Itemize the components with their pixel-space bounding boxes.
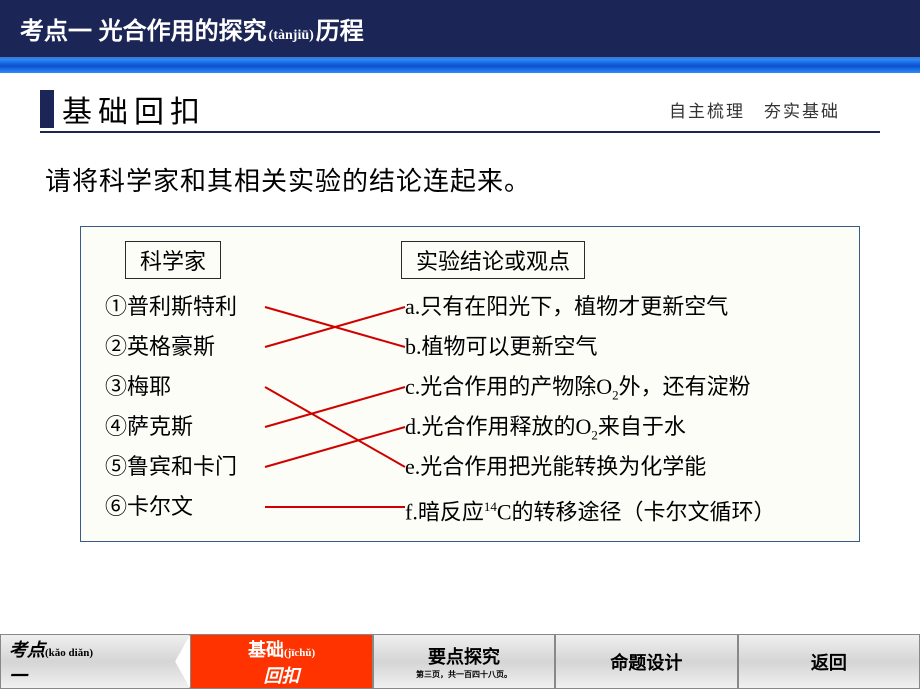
left-col-header: 科学家 <box>125 241 221 279</box>
conclusion-cell: f.暗反应14C的转移途径（卡尔文循环） <box>405 487 776 527</box>
section-bar: 基础回扣 自主梳理 夯实基础 <box>40 87 880 131</box>
match-row: ①普利斯特利a.只有在阳光下，植物才更新空气 <box>105 287 835 327</box>
conclusion-cell: c.光合作用的产物除O2外，还有淀粉 <box>405 367 751 407</box>
header-title: 考点一 光合作用的探究(tànjiū)历程 <box>20 11 364 46</box>
nav-tab-1[interactable]: 基础(jīchǔ)回扣 <box>190 634 372 689</box>
match-row: ⑤鲁宾和卡门e.光合作用把光能转换为化学能 <box>105 447 835 487</box>
scientist-cell: ⑤鲁宾和卡门 <box>105 447 405 487</box>
slide-header: 考点一 光合作用的探究(tànjiū)历程 <box>0 0 920 59</box>
conclusion-cell: e.光合作用把光能转换为化学能 <box>405 447 706 487</box>
conclusion-cell: a.只有在阳光下，植物才更新空气 <box>405 287 728 327</box>
bottom-nav: 考点(kǎo diǎn)一基础(jīchǔ)回扣要点探究第三页，共一百四十八页。… <box>0 634 920 689</box>
scientist-cell: ①普利斯特利 <box>105 287 405 327</box>
header-pinyin: (tànjiū) <box>269 28 314 43</box>
gradient-divider <box>0 59 920 73</box>
header-prefix: 考点一 光合作用的探究 <box>20 18 267 45</box>
scientist-cell: ⑥卡尔文 <box>105 487 405 527</box>
right-col-header: 实验结论或观点 <box>401 241 585 279</box>
nav-tab-4[interactable]: 返回 <box>738 634 920 689</box>
column-headers: 科学家 实验结论或观点 <box>105 241 835 279</box>
conclusion-cell: b.植物可以更新空气 <box>405 327 598 367</box>
match-row: ②英格豪斯b.植物可以更新空气 <box>105 327 835 367</box>
section-underline <box>40 131 880 133</box>
match-row: ③梅耶c.光合作用的产物除O2外，还有淀粉 <box>105 367 835 407</box>
scientist-cell: ②英格豪斯 <box>105 327 405 367</box>
section-marker <box>40 90 54 128</box>
rows-wrap: ①普利斯特利a.只有在阳光下，植物才更新空气②英格豪斯b.植物可以更新空气③梅耶… <box>105 287 835 527</box>
nav-tab-0[interactable]: 考点(kǎo diǎn)一 <box>0 634 190 689</box>
matching-box: 科学家 实验结论或观点 ①普利斯特利a.只有在阳光下，植物才更新空气②英格豪斯b… <box>80 226 860 542</box>
conclusion-cell: d.光合作用释放的O2来自于水 <box>405 407 686 447</box>
section-title: 基础回扣 <box>62 87 206 131</box>
match-row: ④萨克斯d.光合作用释放的O2来自于水 <box>105 407 835 447</box>
section-right: 自主梳理 夯实基础 <box>669 97 880 122</box>
scientist-cell: ④萨克斯 <box>105 407 405 447</box>
header-suffix: 历程 <box>316 18 364 45</box>
scientist-cell: ③梅耶 <box>105 367 405 407</box>
nav-tab-2[interactable]: 要点探究第三页，共一百四十八页。 <box>373 634 555 689</box>
match-row: ⑥卡尔文f.暗反应14C的转移途径（卡尔文循环） <box>105 487 835 527</box>
nav-tab-3[interactable]: 命题设计 <box>555 634 737 689</box>
instruction-text: 请将科学家和其相关实验的结论连起来。 <box>45 161 875 198</box>
